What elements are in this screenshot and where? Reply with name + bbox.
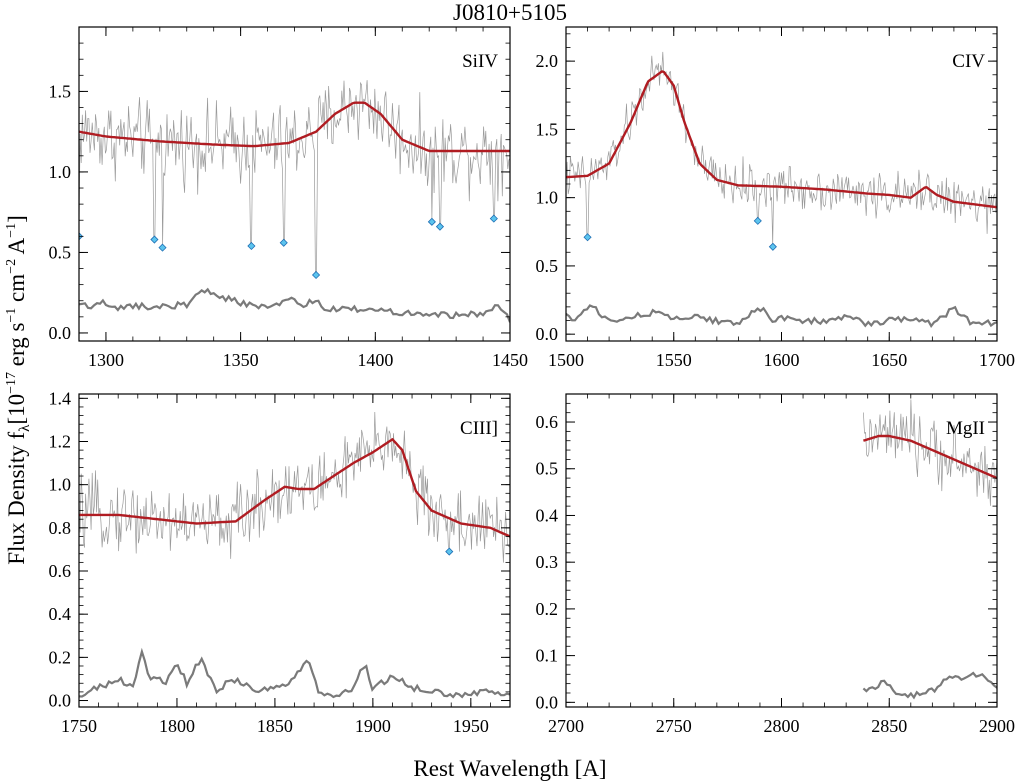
y-tick-label: 1.0	[536, 188, 559, 208]
absorber-marker	[427, 217, 436, 226]
x-tick-label: 1650	[871, 350, 907, 370]
absorber-marker	[445, 547, 454, 556]
panel-civ: 1500 1550 1600 1650 1700 0.0 0.5 1.0 1.5 2.0 CIV	[536, 26, 1015, 370]
plot-frame	[565, 26, 998, 342]
x-tick-label: 2800	[764, 716, 800, 736]
error-line	[79, 287, 510, 323]
y-tick-label: 0.0	[536, 324, 559, 344]
x-axis-label: Rest Wavelength [A]	[413, 756, 606, 781]
error-line	[79, 647, 510, 699]
x-tick-label: 1750	[61, 716, 97, 736]
y-tick-label: 2.0	[536, 51, 559, 71]
y-tick-label: 0.6	[49, 561, 72, 581]
line-label: CIV	[952, 51, 985, 72]
plot-area	[566, 51, 997, 328]
error-line	[566, 304, 997, 328]
panel-mgii: 2700 2750 2800 2850 2900 0.0 0.1 0.2 0.3 0.4 0.5 0.…	[536, 393, 1015, 736]
x-tick-label: 1300	[88, 350, 124, 370]
panel-ciii: 1750 1800 1850 1900 1950 0.0 0.2 0.4 0.6 0.8 1.0 1.…	[49, 388, 511, 736]
x-tick-label: 1400	[357, 350, 393, 370]
y-axis-label: Flux Density fλ[10−17 erg s−1 cm−2 A−1]	[4, 215, 33, 565]
x-tick-label: 1350	[223, 350, 259, 370]
y-tick-label: 0.0	[49, 691, 72, 711]
spectrum-line	[863, 399, 997, 506]
absorber-marker	[279, 238, 288, 247]
spectrum-line	[79, 80, 510, 273]
line-label: SiIV	[462, 51, 498, 72]
line-label: CIII]	[460, 418, 498, 439]
y-tick-label: 0.6	[536, 412, 559, 432]
x-tick-label: 1800	[159, 716, 195, 736]
absorber-marker	[768, 242, 777, 251]
spectrum-line	[79, 411, 510, 563]
line-label: MgII	[946, 418, 985, 439]
x-tick-label: 2700	[548, 716, 584, 736]
x-tick-label: 2900	[979, 716, 1015, 736]
y-tick-label: 0.0	[536, 692, 559, 712]
absorber-marker	[435, 222, 445, 231]
figure-title: J0810+5105	[453, 0, 567, 25]
x-tick-label: 1500	[548, 350, 584, 370]
x-tick-label: 1600	[764, 350, 800, 370]
x-tick-label: 1450	[492, 350, 528, 370]
y-tick-label: 1.5	[536, 119, 559, 139]
y-tick-label: 0.4	[536, 505, 559, 525]
y-tick-label: 0.5	[536, 256, 559, 276]
y-tick-label: 1.0	[49, 475, 72, 495]
spectrum-line	[566, 51, 997, 245]
y-tick-label: 0.2	[49, 647, 72, 667]
y-tick-label: 0.5	[49, 242, 72, 262]
y-tick-label: 1.2	[49, 431, 72, 451]
y-tick-label: 1.4	[49, 388, 72, 408]
panel-siiv: 1300 1350 1400 1450 0.0 0.5 1.0 1.5 SiIV	[49, 26, 528, 370]
x-tick-label: 1950	[453, 716, 489, 736]
y-tick-label: 0.2	[536, 599, 559, 619]
plot-frame	[565, 393, 998, 708]
y-tick-label: 0.3	[536, 552, 559, 572]
error-line	[862, 671, 997, 700]
x-tick-label: 1700	[979, 350, 1015, 370]
y-tick-label: 0.1	[536, 646, 559, 666]
y-tick-label: 1.0	[49, 162, 72, 182]
fit-line	[79, 101, 510, 153]
absorber-marker	[753, 216, 762, 225]
plot-area	[79, 80, 510, 323]
absorber-marker	[158, 243, 167, 252]
x-tick-label: 1550	[656, 350, 692, 370]
plot-area	[862, 399, 997, 700]
x-tick-label: 2750	[656, 716, 692, 736]
absorber-marker	[583, 233, 592, 242]
y-tick-label: 0.8	[49, 518, 72, 538]
y-tick-label: 1.5	[49, 81, 72, 101]
y-tick-label: 0.0	[49, 323, 72, 343]
fit-line	[566, 70, 997, 209]
y-tick-label: 0.5	[536, 459, 559, 479]
absorber-marker	[311, 270, 321, 280]
x-tick-label: 2850	[871, 716, 907, 736]
x-tick-label: 1900	[355, 716, 391, 736]
plot-frame	[78, 26, 511, 342]
plot-area	[79, 411, 510, 699]
absorber-marker	[247, 241, 256, 251]
fit-line	[862, 434, 997, 480]
absorber-marker	[489, 214, 498, 223]
x-tick-label: 1850	[257, 716, 293, 736]
absorber-marker	[150, 235, 159, 244]
y-tick-label: 0.4	[49, 604, 72, 624]
fit-line	[79, 438, 510, 538]
